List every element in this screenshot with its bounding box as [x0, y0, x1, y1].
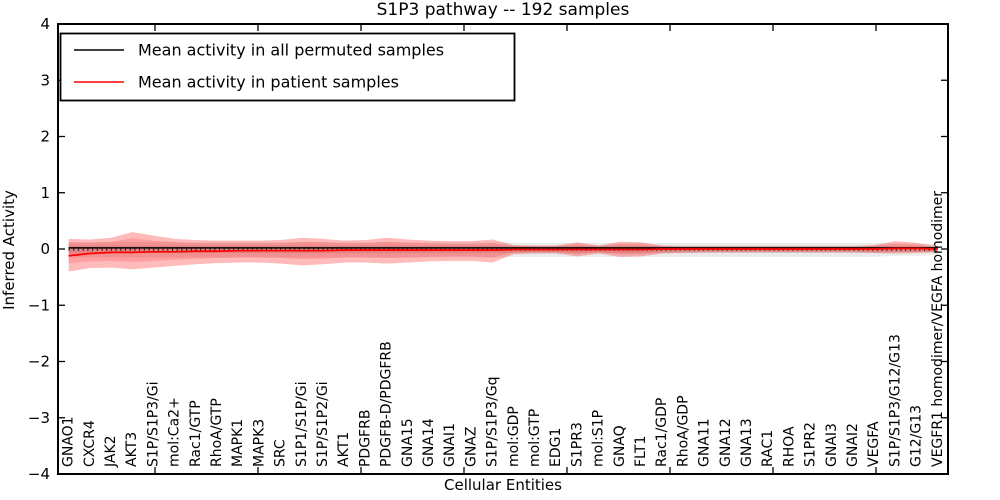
y-axis-label: Inferred Activity — [0, 190, 18, 310]
x-tick-label: GNAO1 — [61, 416, 77, 467]
legend-permuted-label: Mean activity in all permuted samples — [138, 41, 444, 60]
x-tick-label: VEGFR1 homodimer/VEGFA homodimer — [930, 191, 946, 467]
x-tick-label: GNA14 — [421, 418, 437, 467]
legend-patient-label: Mean activity in patient samples — [138, 73, 399, 92]
x-tick-label: AKT3 — [124, 432, 140, 467]
x-tick-label: PDGFB-D/PDGFRB — [379, 341, 395, 467]
y-tick-label: 4 — [40, 15, 50, 33]
x-tick-label: EDG1 — [548, 428, 564, 467]
x-tick-label: RHOA — [781, 426, 797, 467]
x-tick-label: mol:Ca2+ — [167, 397, 183, 467]
x-tick-label: mol:GDP — [506, 406, 522, 467]
x-tick-label: GNAI1 — [442, 423, 458, 467]
x-tick-label: S1P/S1P3/G12/G13 — [887, 334, 903, 467]
y-tick-label: 0 — [40, 240, 50, 258]
plot-marks: −4 −3 −2 −1 0 1 2 3 4 GNAO1 CXCR4 JAK2 AKT3 S1P/S1P3/… — [28, 15, 949, 483]
x-tick-label: JAK2 — [103, 435, 119, 468]
x-tick-label: RhoA/GDP — [675, 395, 691, 467]
x-tick-label: GNAQ — [612, 425, 628, 467]
x-tick-label: CXCR4 — [82, 420, 98, 467]
chart-title: S1P3 pathway -- 192 samples — [377, 0, 630, 20]
patient-mean-line — [68, 247, 938, 257]
x-tick-label: GNA12 — [718, 418, 734, 467]
x-tick-label: S1PR2 — [803, 422, 819, 467]
legend-frame — [59, 32, 516, 102]
x-tick-label: Rac1/GDP — [654, 398, 670, 467]
x-tick-label: S1P1/S1P/Gi — [294, 381, 310, 467]
patient-range-outer — [68, 232, 938, 272]
y-tick-label: 1 — [40, 184, 50, 202]
x-tick-label: GNA15 — [400, 418, 416, 467]
legend: Mean activity in all permuted samples Me… — [59, 32, 516, 102]
x-tick-label: GNA13 — [739, 418, 755, 467]
x-tick-label: PDGFRB — [357, 410, 373, 467]
x-tick-label: S1P/S1P2/Gi — [315, 381, 331, 467]
x-tick-label: S1P/S1P3/Gq — [485, 376, 501, 467]
x-tick-label: VEGFA — [866, 421, 882, 467]
y-tick-label: −4 — [28, 465, 50, 483]
x-tick-label: GNA11 — [697, 418, 713, 467]
x-tick-label: S1PR3 — [569, 422, 585, 467]
x-tick-label: mol:S1P — [591, 410, 607, 467]
x-tick-label: GNAI3 — [824, 423, 840, 467]
x-tick-label: FLT1 — [633, 436, 649, 467]
x-tick-label: RhoA/GTP — [209, 398, 225, 467]
x-tick-label: G12/G13 — [909, 405, 925, 467]
x-tick-label: Rac1/GTP — [188, 400, 204, 467]
x-tick-label: S1P/S1P3/Gi — [145, 381, 161, 467]
y-tick-label: 3 — [40, 71, 50, 89]
x-tick-label: MAPK3 — [251, 419, 267, 467]
x-tick-label: mol:GTP — [527, 409, 543, 467]
y-tick-label: −1 — [28, 296, 50, 314]
y-tick-label: 2 — [40, 128, 50, 146]
x-tick-label: GNAZ — [463, 427, 479, 468]
y-tick-label: −3 — [28, 409, 50, 427]
y-tick-label: −2 — [28, 353, 50, 371]
x-tick-label: GNAI2 — [845, 423, 861, 467]
x-tick-label: MAPK1 — [230, 419, 246, 467]
x-tick-label: SRC — [273, 439, 289, 467]
x-axis-label: Cellular Entities — [444, 476, 562, 494]
x-tick-label: RAC1 — [760, 430, 776, 467]
x-tick-label: AKT1 — [336, 432, 352, 467]
